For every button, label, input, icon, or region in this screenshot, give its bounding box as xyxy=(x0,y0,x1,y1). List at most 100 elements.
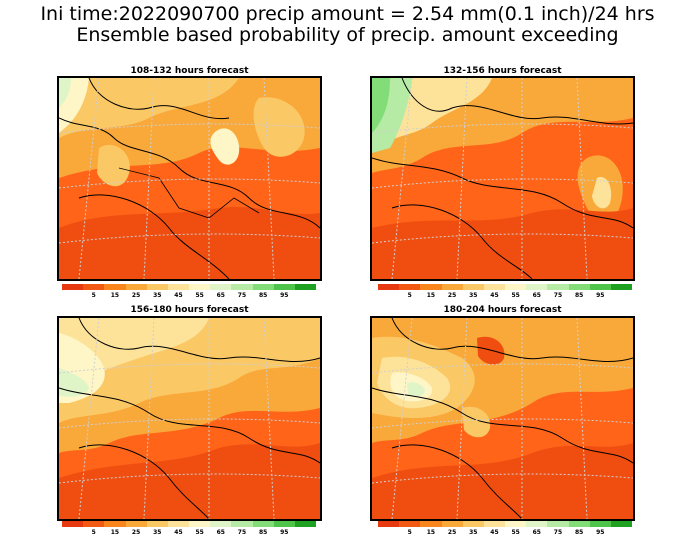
legend-colorbar xyxy=(62,284,317,290)
legend-tick: 55 xyxy=(511,292,520,299)
panel-title-132-156: 132-156 hours forecast xyxy=(443,66,562,76)
legend-4: 5 15 25 35 45 55 65 75 85 95 xyxy=(378,521,633,540)
legend-swatch xyxy=(441,521,463,527)
forecast-map-156-180 xyxy=(59,318,320,519)
legend-swatch xyxy=(441,284,463,290)
legend-swatch xyxy=(378,521,400,527)
legend-swatch xyxy=(589,284,611,290)
map-panel-132-156 xyxy=(370,76,635,281)
legend-swatch xyxy=(526,284,548,290)
legend-colorbar xyxy=(378,521,633,527)
legend-tick: 65 xyxy=(532,529,541,536)
legend-tick: 55 xyxy=(195,292,204,299)
legend-tick: 5 xyxy=(91,529,96,536)
legend-swatch xyxy=(125,521,147,527)
legend-swatch xyxy=(231,521,253,527)
forecast-map-132-156 xyxy=(372,78,633,279)
legend-tick xyxy=(295,290,316,302)
legend-tick: 25 xyxy=(131,529,141,536)
legend-tick-labels: 5 15 25 35 45 55 65 75 85 95 xyxy=(378,527,632,539)
panel-title-108-132: 108-132 hours forecast xyxy=(130,66,249,76)
legend-tick: 85 xyxy=(574,529,584,536)
legend-tick: 5 xyxy=(407,529,412,536)
legend-swatch xyxy=(505,284,527,290)
legend-swatch xyxy=(273,284,295,290)
legend-swatch xyxy=(526,521,548,527)
legend-swatch xyxy=(189,284,211,290)
legend-swatch xyxy=(146,284,168,290)
legend-tick xyxy=(611,290,632,302)
legend-swatch xyxy=(483,521,506,527)
map-panel-108-132 xyxy=(57,76,322,281)
legend-tick xyxy=(62,290,83,302)
legend-tick xyxy=(378,290,399,302)
legend-tick-labels: 5 15 25 35 45 55 65 75 85 95 xyxy=(378,290,632,302)
legend-swatch xyxy=(294,521,317,527)
legend-tick: 15 xyxy=(110,292,120,299)
legend-tick: 75 xyxy=(553,292,563,299)
legend-tick: 45 xyxy=(174,529,183,536)
legend-swatch xyxy=(62,284,84,290)
legend-tick: 5 xyxy=(91,292,96,299)
legend-swatch xyxy=(547,284,569,290)
legend-tick: 95 xyxy=(280,529,289,536)
legend-swatch xyxy=(231,284,253,290)
legend-3: 5 15 25 35 45 55 65 75 85 95 xyxy=(62,521,317,540)
legend-swatch xyxy=(568,521,590,527)
legend-swatch xyxy=(210,284,232,290)
legend-swatch xyxy=(252,521,274,527)
legend-tick: 65 xyxy=(216,529,225,536)
legend-tick: 35 xyxy=(153,529,162,536)
legend-swatch xyxy=(125,284,147,290)
legend-tick: 35 xyxy=(469,529,478,536)
legend-tick: 85 xyxy=(574,292,584,299)
legend-swatch xyxy=(610,284,633,290)
legend-tick: 15 xyxy=(426,529,436,536)
legend-tick: 65 xyxy=(216,292,225,299)
legend-swatch xyxy=(210,521,232,527)
legend-swatch xyxy=(167,284,190,290)
legend-tick: 75 xyxy=(237,529,247,536)
legend-swatch xyxy=(189,521,211,527)
legend-tick: 55 xyxy=(195,529,204,536)
legend-swatch xyxy=(483,284,506,290)
legend-swatch xyxy=(589,521,611,527)
map-panel-180-204 xyxy=(370,316,635,521)
legend-tick-labels: 5 15 25 35 45 55 65 75 85 95 xyxy=(62,290,316,302)
legend-tick: 65 xyxy=(532,292,541,299)
legend-tick: 25 xyxy=(447,529,457,536)
legend-swatch xyxy=(83,284,105,290)
legend-tick: 95 xyxy=(596,292,605,299)
legend-swatch xyxy=(420,521,442,527)
legend-tick xyxy=(611,527,632,539)
legend-colorbar xyxy=(62,521,317,527)
chart-title-line1: Ini time:2022090700 precip amount = 2.54… xyxy=(40,3,655,25)
legend-tick: 45 xyxy=(490,529,499,536)
legend-2: 5 15 25 35 45 55 65 75 85 95 xyxy=(378,284,633,303)
legend-swatch xyxy=(505,521,527,527)
chart-title-line2: Ensemble based probability of precip. am… xyxy=(76,24,619,46)
legend-swatch xyxy=(399,521,421,527)
legend-tick: 75 xyxy=(237,292,247,299)
legend-swatch xyxy=(273,521,295,527)
legend-tick xyxy=(62,527,83,539)
legend-tick: 15 xyxy=(426,292,436,299)
legend-tick xyxy=(378,527,399,539)
legend-swatch xyxy=(399,284,421,290)
legend-swatch xyxy=(104,284,126,290)
legend-tick: 85 xyxy=(258,292,268,299)
legend-tick: 15 xyxy=(110,529,120,536)
legend-swatch xyxy=(167,521,190,527)
legend-swatch xyxy=(420,284,442,290)
legend-swatch xyxy=(294,284,317,290)
map-panel-156-180 xyxy=(57,316,322,521)
legend-swatch xyxy=(62,521,84,527)
legend-tick: 45 xyxy=(490,292,499,299)
panel-title-156-180: 156-180 hours forecast xyxy=(130,305,249,315)
panel-title-180-204: 180-204 hours forecast xyxy=(443,305,562,315)
legend-tick: 75 xyxy=(553,529,563,536)
legend-swatch xyxy=(83,521,105,527)
forecast-map-180-204 xyxy=(372,318,633,519)
legend-swatch xyxy=(378,284,400,290)
legend-tick xyxy=(295,527,316,539)
